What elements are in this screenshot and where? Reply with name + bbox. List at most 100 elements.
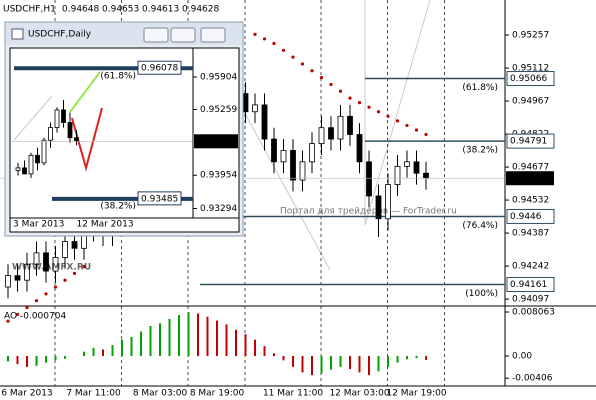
trend-line — [364, 0, 431, 226]
sar-dot — [34, 299, 39, 303]
fib-price-box — [506, 277, 555, 293]
candle-body — [299, 161, 306, 181]
candle-body — [375, 195, 382, 220]
candle-body — [290, 150, 296, 181]
y-tick-label: 0.94387 — [512, 229, 549, 239]
sar-dot — [310, 69, 314, 73]
fib-label: (38.2%) — [462, 146, 498, 156]
symbol: USDCHF,H1 — [3, 5, 56, 15]
candle-body — [61, 109, 66, 123]
candle-body — [337, 115, 344, 140]
candle-body — [33, 252, 40, 265]
x-tick-label: 12 Mar 2013 — [77, 220, 134, 230]
sar-dot — [414, 128, 419, 132]
y-tick-label: -0.00406 — [512, 374, 553, 384]
y-tick-label: 0.95904 — [200, 73, 237, 83]
x-tick-label: 11 Mar 11:00 — [263, 389, 323, 399]
candle-body — [54, 109, 60, 128]
x-tick-label: 7 Mar 11:00 — [66, 389, 121, 399]
candle-body — [328, 127, 334, 140]
candle-body — [385, 184, 391, 220]
sar-dot — [82, 264, 86, 269]
fib-label: (38.2%) — [100, 201, 136, 211]
candle-body — [252, 104, 258, 113]
main-chart: (61.8%) (38.2%) (76.4%) (100%) — [0, 0, 505, 386]
y-tick-label: 0.93294 — [200, 204, 237, 214]
current-price-box — [194, 134, 238, 149]
sar-dot — [300, 62, 305, 66]
candle-body — [309, 143, 315, 163]
candle-body — [356, 134, 363, 163]
fib-price-box — [506, 208, 555, 224]
candle-body — [366, 161, 372, 197]
fib-price-box — [137, 191, 182, 206]
minimize-button[interactable] — [143, 27, 169, 43]
y-tick-label: 0.93954 — [200, 171, 237, 181]
sar-dot — [386, 114, 390, 118]
fib-price: 0.93485 — [141, 194, 178, 204]
x-tick-label: 8 Mar 03:00 — [133, 389, 188, 399]
candle-body — [62, 241, 68, 258]
watermark: Портал для трейдеров — ForTrader.ru — [280, 207, 457, 217]
sar-dot — [281, 48, 286, 52]
fib-label: (61.8%) — [462, 83, 498, 93]
sar-dot — [405, 123, 409, 128]
sar-dot — [72, 271, 77, 275]
candle-body — [347, 115, 353, 135]
candle-body — [74, 137, 79, 142]
candle-body — [14, 275, 21, 281]
header-price: 0.94653 — [102, 5, 139, 15]
candle-body — [15, 167, 21, 171]
maximize-button[interactable] — [170, 27, 196, 43]
sar-dot — [329, 82, 333, 87]
window-title: USDCHF,Daily — [28, 30, 92, 40]
x-tick-label: 3 Mar 2013 — [13, 220, 64, 230]
candle-body — [413, 161, 420, 174]
sar-dot — [6, 319, 10, 323]
fib-price: 0.94791 — [510, 137, 547, 147]
x-tick-label: 6 Mar 2013 — [1, 389, 52, 399]
indicator-name: AO — [4, 312, 17, 322]
candle-body — [318, 127, 325, 145]
sar-dot — [272, 41, 276, 46]
current-price-box — [506, 171, 554, 186]
current-price: 0.94628 — [198, 137, 235, 147]
sar-dot — [319, 76, 324, 80]
candle-body — [423, 172, 429, 179]
y-tick-label: 0.94532 — [512, 196, 549, 206]
candle-body — [67, 122, 73, 139]
candle-body — [242, 93, 249, 113]
sar-dot — [63, 278, 67, 282]
fib-label: (61.8%) — [100, 72, 136, 82]
sar-dot — [367, 105, 371, 109]
x-tick-label: 8 Mar 19:00 — [190, 389, 245, 399]
window-time-axis — [9, 217, 240, 233]
candle-body — [280, 150, 287, 163]
candle-body — [71, 241, 78, 249]
daily-window: USDCHF,Daily 3 Mar 2013 12 Mar 2013 0.95904… — [4, 21, 244, 237]
candle-body — [261, 104, 268, 140]
header-price: 0.94648 — [62, 5, 99, 15]
candle-body — [24, 263, 30, 281]
y-tick-label: 0.94242 — [512, 262, 549, 272]
window-axis — [192, 47, 240, 219]
y-tick-label: 0.94097 — [512, 295, 549, 305]
candle-body — [394, 165, 401, 185]
y-tick-label: 0.94967 — [512, 97, 549, 107]
candle-body — [43, 252, 49, 272]
sar-dot — [25, 305, 29, 310]
close-button[interactable] — [200, 27, 226, 43]
sar-dot — [253, 32, 257, 36]
sar-dot — [44, 292, 48, 296]
fib-price: 0.94161 — [510, 280, 547, 290]
sar-dot — [424, 132, 428, 137]
fib-price: 0.9446 — [510, 212, 542, 222]
header-price: 0.94613 — [142, 5, 179, 15]
sar-dot — [338, 89, 343, 93]
fib-price: 0.96078 — [141, 64, 178, 74]
fib-label: (100%) — [465, 289, 498, 299]
trend-line — [234, 94, 331, 271]
watermark: WWW.AMFX.RU — [12, 263, 91, 273]
sar-dot — [376, 110, 381, 114]
